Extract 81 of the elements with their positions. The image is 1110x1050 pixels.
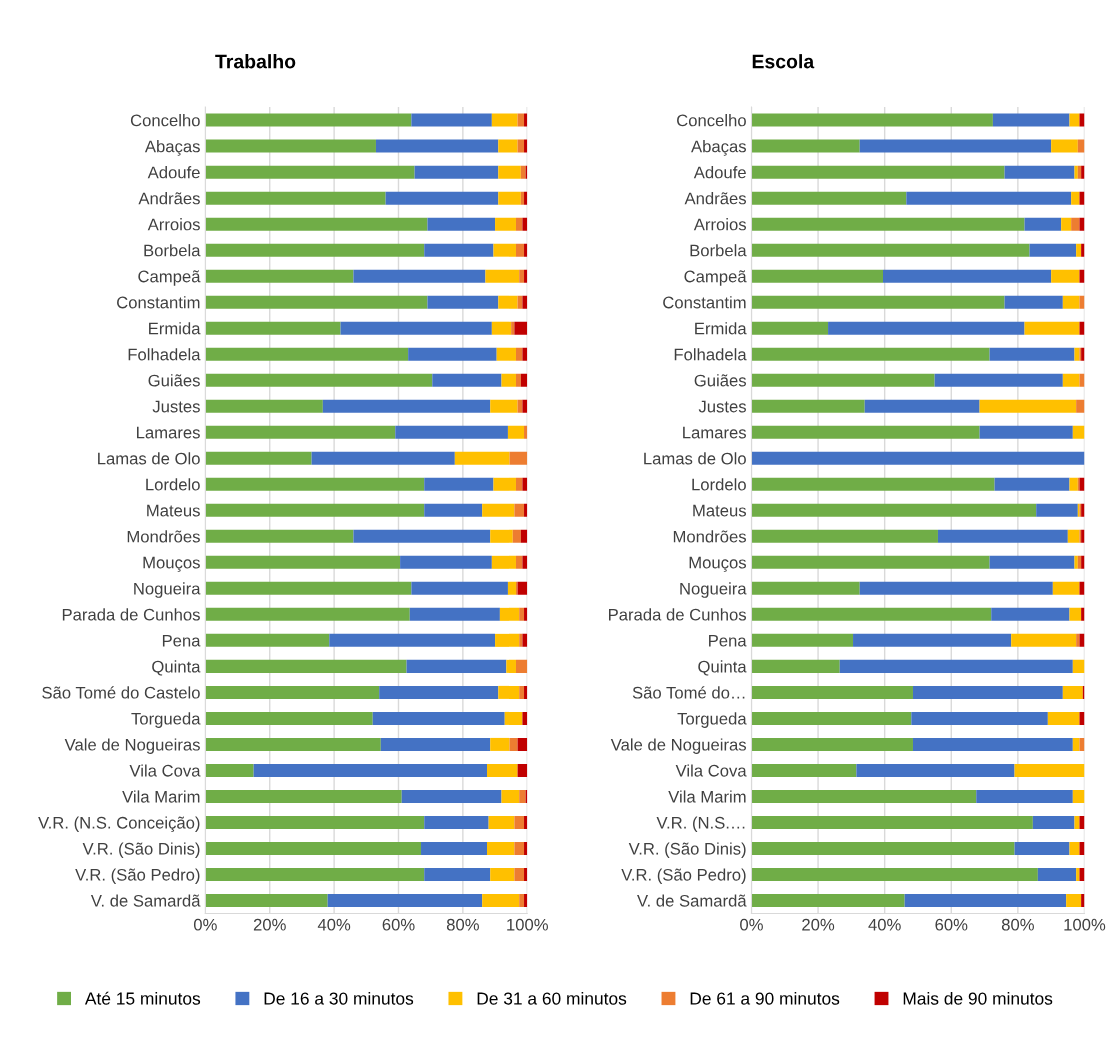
x-tick-label: 100%	[1064, 918, 1106, 931]
x-tick-label: 80%	[446, 918, 479, 931]
y-tick-label: Lordelo	[146, 478, 200, 491]
y-tick-label: Mondrões	[673, 530, 747, 543]
legend-label: Mais de 90 minutos	[903, 991, 1053, 1005]
y-tick-label: Constantim	[663, 296, 746, 309]
x-tick-label: 80%	[1001, 918, 1034, 931]
y-tick-label: Andrães	[684, 192, 747, 205]
y-tick-label: São Tomé do Castelo	[42, 686, 200, 699]
y-tick-label: V. de Samardã	[90, 894, 201, 907]
y-tick-label: Quinta	[152, 660, 201, 676]
y-tick-label: Torgueda	[131, 712, 201, 728]
y-tick-label: Borbela	[690, 244, 747, 257]
y-tick-label: V.R. (N.S. Conceição)	[38, 816, 200, 833]
x-tick-label: 60%	[382, 918, 415, 931]
y-tick-label: Mateus	[147, 504, 200, 517]
x-tick-label: 40%	[868, 918, 901, 931]
y-tick-label: Lamas de Olo	[98, 452, 200, 465]
y-tick-label: V.R. (N.S.…	[656, 816, 745, 832]
x-tick-label: 0%	[193, 918, 217, 931]
y-tick-label: Vale de Nogueiras	[64, 738, 200, 754]
y-tick-label: Mouços	[689, 556, 747, 572]
legend-label: De 16 a 30 minutos	[264, 991, 414, 1005]
y-tick-label: Vila Cova	[129, 764, 201, 777]
y-tick-label: Adoufe	[147, 166, 200, 179]
y-tick-label: Parada de Cunhos	[609, 608, 747, 621]
y-tick-label: Borbela	[144, 244, 201, 257]
x-tick-label: 0%	[740, 918, 763, 931]
legend-label: Até 15 minutos	[84, 991, 201, 1005]
y-tick-label: Campeã	[138, 270, 201, 286]
y-tick-label: Abaças	[144, 140, 200, 156]
y-tick-label: Folhadela	[674, 348, 747, 361]
y-tick-label: V.R. (São Pedro)	[75, 868, 200, 884]
y-tick-label: Guiães	[148, 374, 200, 387]
y-tick-label: Vila Marim	[668, 790, 746, 803]
y-tick-label: V. de Samardã	[637, 894, 747, 907]
y-tick-label: Adoufe	[693, 166, 746, 179]
y-tick-label: Campeã	[684, 270, 747, 286]
y-tick-label: Lamares	[683, 426, 747, 439]
x-tick-label: 20%	[802, 918, 835, 931]
y-tick-label: Constantim	[117, 296, 200, 309]
x-tick-label: 60%	[935, 918, 968, 931]
y-tick-label: Guiães	[694, 374, 747, 387]
y-tick-label: Pena	[162, 634, 201, 647]
legend-label: De 61 a 90 minutos	[690, 991, 840, 1005]
y-tick-label: Justes	[152, 400, 200, 413]
y-tick-label: Andrães	[138, 192, 200, 205]
legend-label: De 31 a 60 minutos	[477, 991, 627, 1005]
x-tick-label: 20%	[253, 918, 286, 931]
y-tick-label: Quinta	[698, 660, 747, 676]
y-tick-label: V.R. (São Dinis)	[82, 842, 200, 858]
y-tick-label: Concelho	[130, 114, 200, 127]
y-tick-label: Arroios	[693, 218, 747, 231]
y-tick-label: Lamares	[137, 426, 200, 439]
y-tick-label: Folhadela	[128, 348, 201, 361]
y-tick-label: Justes	[698, 400, 747, 413]
y-tick-label: Arroios	[147, 218, 200, 231]
y-tick-label: Lamas de Olo	[644, 452, 746, 465]
y-tick-label: Abaças	[691, 140, 747, 156]
y-tick-label: Ermida	[149, 322, 201, 335]
chart-title: Escola	[752, 54, 815, 69]
chart-title: Trabalho	[215, 54, 296, 69]
y-tick-label: Pena	[709, 634, 747, 647]
x-tick-label: 100%	[507, 918, 548, 931]
y-tick-label: São Tomé do…	[632, 686, 745, 699]
y-tick-label: Mateus	[693, 504, 747, 517]
y-tick-label: Vila Cova	[675, 764, 747, 777]
y-tick-label: Concelho	[677, 114, 746, 127]
y-tick-label: V.R. (São Dinis)	[628, 842, 746, 858]
y-tick-label: Ermida	[695, 322, 747, 335]
y-tick-label: V.R. (São Pedro)	[621, 868, 746, 884]
y-tick-label: Nogueira	[134, 582, 201, 598]
y-tick-label: Parada de Cunhos	[62, 608, 200, 621]
y-tick-label: Nogueira	[680, 582, 747, 598]
y-tick-label: Vila Marim	[122, 790, 200, 803]
y-tick-label: Mondrões	[127, 530, 200, 543]
x-tick-label: 40%	[317, 918, 351, 931]
y-tick-label: Vale de Nogueiras	[610, 738, 747, 754]
y-tick-label: Mouços	[143, 556, 200, 572]
y-tick-label: Lordelo	[692, 478, 746, 491]
y-tick-label: Torgueda	[677, 712, 747, 728]
